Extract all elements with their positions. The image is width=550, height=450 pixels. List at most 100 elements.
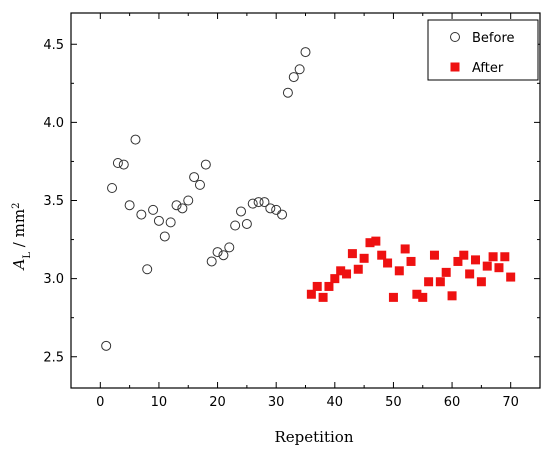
y-tick-label: 3.5: [43, 194, 64, 209]
after-point: [400, 244, 410, 254]
before-point: [177, 203, 188, 214]
after-point: [324, 281, 334, 291]
before-point: [247, 198, 258, 209]
after-point: [359, 253, 369, 263]
after-point: [500, 252, 510, 262]
before-point: [282, 87, 293, 98]
after-point: [441, 267, 451, 277]
before-point: [165, 217, 176, 228]
y-axis-title-main: A: [10, 258, 28, 271]
after-point: [435, 277, 445, 287]
before-point: [294, 64, 305, 75]
after-point: [482, 261, 492, 271]
after-point: [365, 238, 375, 248]
before-point: [277, 209, 288, 220]
before-point: [148, 204, 159, 215]
y-axis-title-unit: / mm: [10, 209, 28, 252]
legend-after-label: After: [472, 61, 504, 76]
after-point: [388, 292, 398, 302]
after-point: [453, 256, 463, 266]
before-point: [107, 183, 118, 193]
after-point: [318, 292, 328, 302]
after-point: [371, 236, 381, 246]
y-tick-label: 4.5: [43, 38, 64, 53]
x-tick-label: 60: [444, 395, 461, 410]
x-tick-label: 70: [502, 395, 519, 410]
before-point: [142, 264, 153, 275]
y-axis-title-sup: 2: [11, 203, 22, 209]
before-point: [124, 200, 135, 211]
before-point: [183, 195, 194, 206]
after-point: [306, 289, 316, 299]
before-point: [206, 256, 217, 267]
before-point: [153, 215, 164, 226]
before-point: [212, 247, 223, 258]
before-point: [112, 158, 123, 168]
x-tick-label: 50: [385, 395, 402, 410]
x-tick-label: 0: [96, 395, 104, 410]
y-axis-title: AL / mm2: [10, 203, 33, 272]
before-point: [271, 204, 282, 215]
after-point: [377, 250, 387, 260]
x-tick-label: 10: [151, 395, 168, 410]
before-point: [130, 134, 141, 145]
after-point: [406, 256, 416, 266]
after-point: [353, 264, 363, 274]
before-point: [253, 197, 264, 208]
y-axis-title-sub: L: [22, 252, 33, 259]
before-point: [288, 72, 299, 83]
after-point: [330, 274, 340, 284]
y-axis: 2.5 3.0 3.5 4.0 4.5: [43, 38, 540, 365]
after-point: [424, 277, 434, 287]
before-point: [224, 242, 235, 253]
after-point: [465, 269, 475, 279]
before-point: [101, 340, 112, 351]
after-point: [447, 291, 457, 301]
after-point: [312, 281, 322, 291]
before-point: [200, 159, 211, 170]
after-point: [506, 272, 516, 282]
before-point: [236, 206, 247, 217]
after-point: [347, 249, 357, 259]
x-tick-label: 30: [268, 395, 285, 410]
before-point: [300, 47, 311, 58]
y-tick-label: 3.0: [43, 272, 64, 287]
x-axis-title: Repetition: [275, 428, 354, 446]
before-point: [218, 250, 229, 261]
legend-before-label: Before: [472, 31, 515, 46]
before-point: [159, 231, 170, 242]
after-point: [342, 269, 352, 279]
before-point: [194, 179, 205, 190]
before-point: [265, 203, 276, 214]
before-point: [230, 220, 241, 231]
legend-after-marker: [450, 62, 460, 72]
legend-before-marker: [450, 32, 460, 42]
after-point: [412, 289, 422, 299]
before-point: [259, 197, 270, 208]
before-point: [118, 159, 129, 170]
after-point: [488, 252, 498, 262]
after-point: [494, 263, 504, 273]
legend: Before After: [427, 19, 539, 81]
x-axis: 0 10 20 30 40 50 60 70: [70, 13, 541, 410]
legend-box: [427, 19, 539, 81]
after-point: [394, 266, 404, 276]
after-point: [471, 255, 481, 265]
before-point: [171, 200, 182, 211]
x-tick-label: 20: [209, 395, 226, 410]
series-before: [101, 47, 311, 351]
before-point: [241, 218, 252, 229]
x-tick-label: 40: [327, 395, 344, 410]
series-after: [306, 236, 516, 302]
after-point: [476, 277, 486, 287]
y-tick-label: 2.5: [43, 350, 64, 365]
after-point: [429, 250, 439, 260]
after-point: [383, 258, 393, 268]
before-point: [136, 209, 147, 220]
before-point: [189, 172, 200, 183]
after-point: [459, 250, 469, 260]
after-point: [418, 292, 428, 302]
y-tick-label: 4.0: [43, 116, 64, 131]
after-point: [336, 266, 346, 276]
